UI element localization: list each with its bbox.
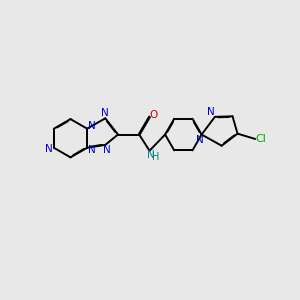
Text: O: O bbox=[149, 110, 158, 119]
Text: N: N bbox=[88, 145, 96, 155]
Text: N: N bbox=[103, 145, 111, 155]
Text: N: N bbox=[208, 106, 215, 117]
Text: N: N bbox=[101, 108, 109, 118]
Text: N: N bbox=[45, 144, 52, 154]
Text: N: N bbox=[196, 135, 204, 145]
Text: N: N bbox=[88, 121, 96, 131]
Text: Cl: Cl bbox=[255, 134, 266, 144]
Text: N: N bbox=[147, 150, 155, 160]
Text: H: H bbox=[152, 152, 160, 162]
